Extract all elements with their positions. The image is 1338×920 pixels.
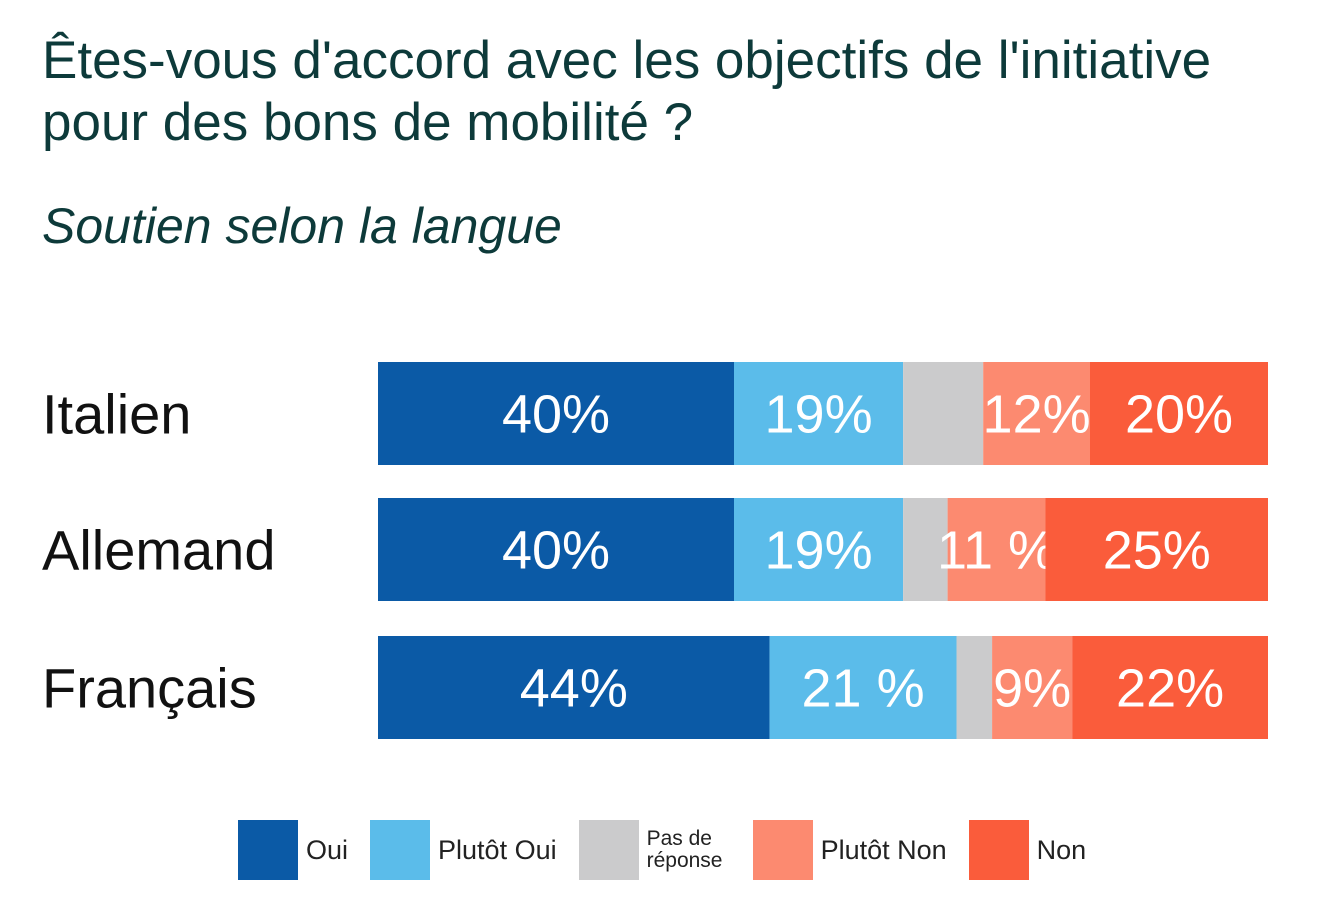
legend: Oui Plutôt Oui Pas de réponse Plutôt Non…	[238, 820, 1108, 880]
legend-swatch-plutot-non	[752, 820, 813, 880]
legend-label-plutot-non: Plutôt Non	[820, 834, 947, 865]
stacked-bar-chart: Italien 40% 19% 12% 20% Allemand 40% 19% 11 % 25%…	[42, 362, 1268, 739]
data-label-francais-non: 22%	[1116, 659, 1224, 719]
data-label-italien-plutot-non: 12%	[983, 385, 1091, 445]
legend-item-non: Non	[968, 820, 1087, 880]
data-label-allemand-plutot-non: 11 %	[937, 521, 1056, 581]
bar-francais-plutot-oui	[769, 636, 957, 739]
bar-allemand-plutot-non	[947, 498, 1046, 601]
chart-title: Êtes-vous d'accord avec les objectifs de…	[42, 31, 1212, 152]
bar-francais-pas-de-reponse	[956, 636, 993, 739]
category-label-italien: Italien	[42, 383, 191, 446]
data-label-francais-plutot-non: 9%	[993, 659, 1071, 719]
bar-italien-pas-de-reponse	[903, 362, 984, 465]
bar-allemand-pas-de-reponse	[903, 498, 948, 601]
data-label-italien-plutot-oui: 19%	[765, 385, 873, 445]
bar-francais-plutot-non	[992, 636, 1073, 739]
bar-francais-oui	[378, 636, 770, 739]
category-label-francais: Français	[42, 657, 257, 720]
bar-allemand-oui	[378, 498, 734, 601]
legend-item-pas-de-reponse: Pas de réponse	[578, 820, 731, 880]
legend-label-non: Non	[1036, 834, 1087, 865]
legend-item-plutot-non: Plutôt Non	[752, 820, 947, 880]
legend-item-plutot-oui: Plutôt Oui	[370, 820, 557, 880]
bar-italien-plutot-non	[983, 362, 1090, 465]
data-label-italien-oui: 40%	[502, 385, 610, 445]
bar-francais-non	[1072, 636, 1268, 739]
legend-swatch-pas-de-reponse	[578, 820, 639, 880]
legend-swatch-non	[968, 820, 1029, 880]
legend-label-oui: Oui	[306, 834, 349, 865]
bar-italien-non	[1090, 362, 1268, 465]
bar-allemand-non	[1045, 498, 1268, 601]
category-label-allemand: Allemand	[42, 519, 275, 582]
data-label-francais-plutot-oui: 21 %	[802, 659, 925, 719]
data-label-allemand-plutot-oui: 19%	[765, 521, 873, 581]
legend-swatch-oui	[238, 820, 298, 880]
legend-item-oui: Oui	[238, 820, 348, 880]
bar-allemand-plutot-oui	[734, 498, 904, 601]
legend-label-plutot-oui: Plutôt Oui	[438, 834, 557, 865]
legend-swatch-plutot-oui	[370, 820, 431, 880]
data-label-francais-oui: 44%	[520, 659, 628, 719]
data-label-allemand-non: 25%	[1103, 521, 1211, 581]
data-label-allemand-oui: 40%	[502, 521, 610, 581]
legend-label-pas-de-reponse: Pas de réponse	[646, 827, 723, 872]
bar-italien-oui	[378, 362, 734, 465]
bar-italien-plutot-oui	[734, 362, 904, 465]
chart-subtitle: Soutien selon la langue	[42, 198, 562, 254]
data-label-italien-non: 20%	[1125, 385, 1233, 445]
